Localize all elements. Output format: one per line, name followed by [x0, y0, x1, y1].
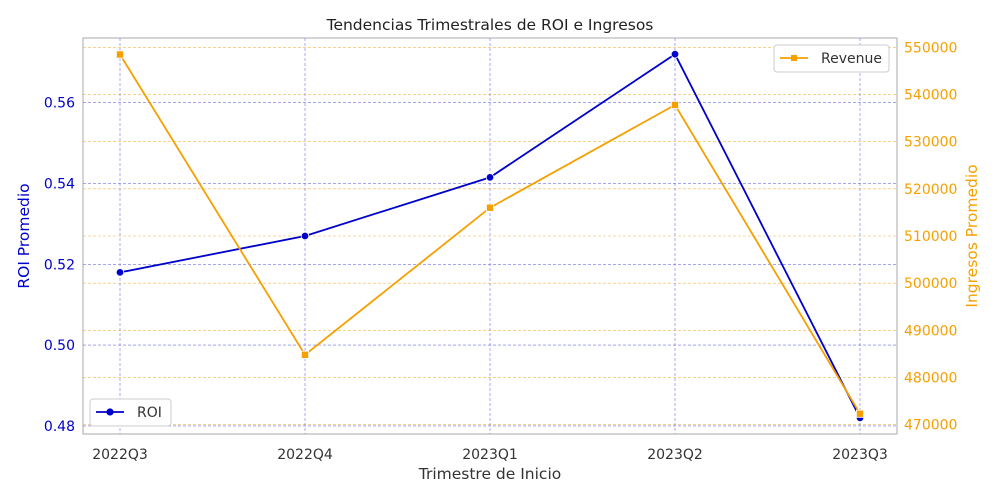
y-tick-label-left: 0.50	[44, 338, 75, 354]
chart-title: Tendencias Trimestrales de ROI e Ingreso…	[326, 16, 654, 34]
legend-revenue-label: Revenue	[821, 51, 882, 67]
right-axis-ticks: 470000 480000 490000 500000 510000 520000 5300…	[904, 40, 957, 433]
y-tick-label-left: 0.52	[44, 257, 75, 273]
legend-roi-label: ROI	[137, 405, 162, 421]
y-tick-label-right: 470000	[904, 418, 957, 434]
data-point-revenue	[856, 409, 865, 418]
x-tick-label: 2023Q1	[462, 447, 518, 463]
y-tick-label-right: 550000	[904, 40, 957, 56]
data-point-revenue	[485, 203, 494, 212]
y-tick-label-right: 530000	[904, 135, 957, 151]
left-axis-ticks: 0.48 0.50 0.52 0.54 0.56	[44, 96, 75, 435]
y-tick-label-right: 490000	[904, 323, 957, 339]
y-tick-label-right: 500000	[904, 276, 957, 292]
legend-roi-box	[89, 398, 172, 427]
series-markers	[115, 49, 865, 423]
data-point-roi	[300, 231, 310, 241]
y-axis-label-right: Ingresos Promedio	[963, 164, 981, 307]
x-axis-ticks: 2022Q3 2022Q4 2023Q1 2023Q2 2023Q3	[92, 447, 888, 463]
data-point-roi	[670, 49, 680, 59]
y-tick-label-right: 520000	[904, 182, 957, 198]
data-point-revenue	[300, 350, 309, 359]
y-tick-label-left: 0.54	[44, 176, 75, 192]
legend-roi-marker	[106, 408, 114, 416]
y-tick-label-right: 510000	[904, 229, 957, 245]
x-tick-label: 2023Q3	[832, 447, 888, 463]
data-point-roi	[485, 173, 495, 182]
y-tick-label-left: 0.56	[44, 96, 75, 112]
y-tick-label-right: 540000	[904, 88, 957, 104]
y-tick-label-right: 480000	[904, 370, 957, 386]
x-tick-label: 2023Q2	[647, 447, 703, 463]
data-point-revenue	[116, 50, 125, 59]
y-tick-label-left: 0.48	[44, 419, 75, 435]
x-axis-label: Trimestre de Inicio	[418, 465, 561, 483]
legend-revenue-marker	[791, 55, 797, 61]
data-point-roi	[115, 268, 125, 277]
legend-roi: ROI	[89, 398, 172, 427]
data-point-revenue	[671, 100, 680, 109]
x-tick-label: 2022Q3	[92, 447, 148, 463]
legend-revenue: Revenue	[773, 44, 890, 73]
legend-revenue-box	[773, 44, 890, 73]
x-tick-label: 2022Q4	[277, 447, 333, 463]
y-axis-label-left: ROI Promedio	[15, 183, 33, 288]
